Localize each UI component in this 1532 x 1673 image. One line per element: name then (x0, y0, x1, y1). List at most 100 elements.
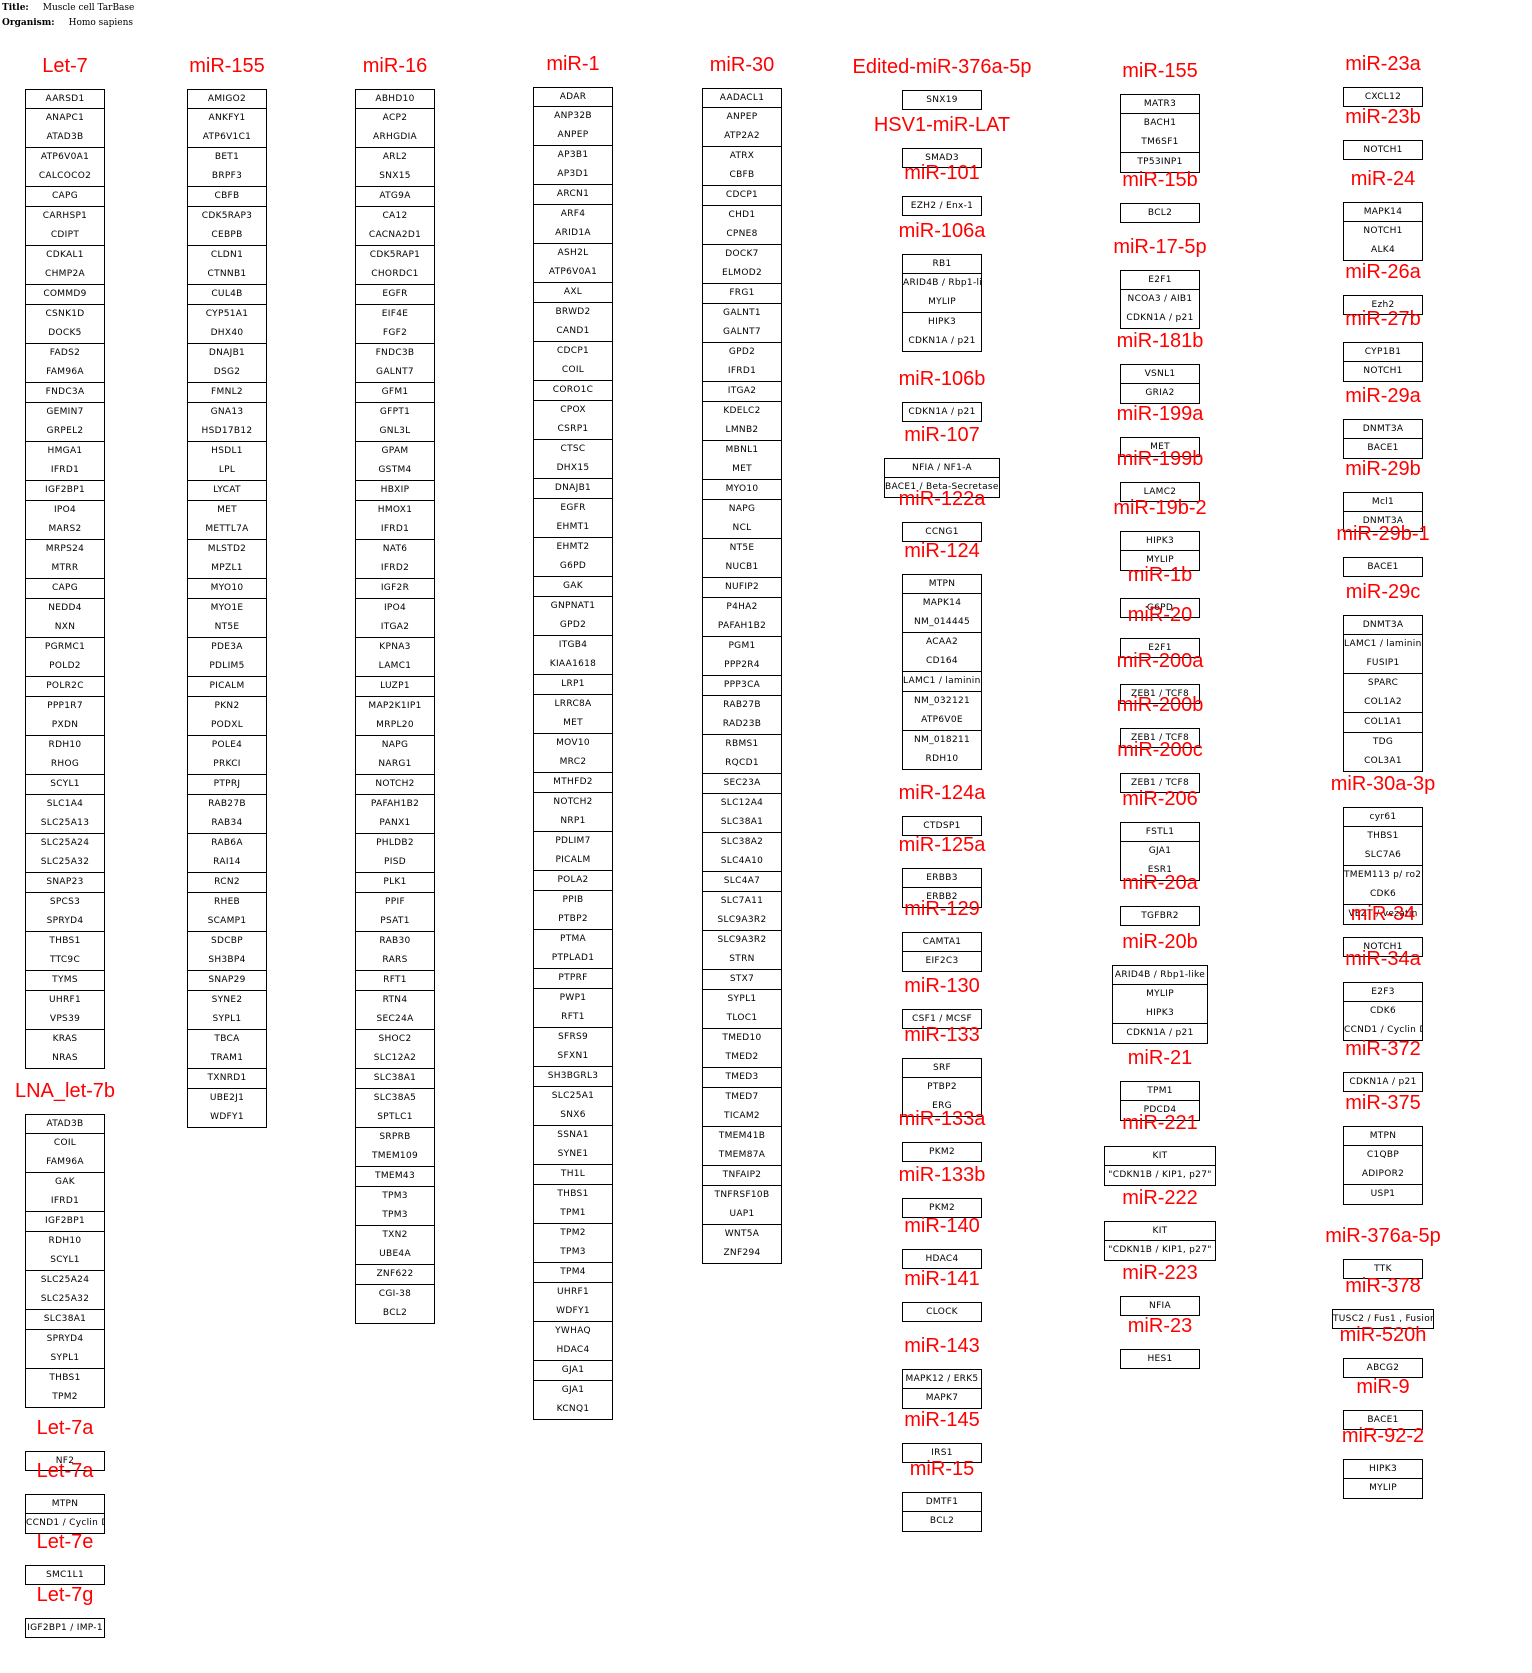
target-gene-box: USP1 (1343, 1184, 1423, 1205)
target-gene-box: ADIPOR2 (1343, 1165, 1423, 1186)
target-gene-box: GJA1 (1120, 841, 1200, 862)
mirna-title-hsv1-mir-lat: HSV1-miR-LAT (873, 114, 1011, 136)
mirna-title-mir-15b: miR-15b (1122, 169, 1198, 191)
target-gene-box: NOTCH2 (533, 792, 613, 813)
target-gene-box: RDH10 (25, 1231, 105, 1252)
target-gene-box: TNFRSF10B (702, 1185, 782, 1206)
target-gene-box: E2F1 (1120, 638, 1200, 658)
target-gene-box: CSRP1 (533, 420, 613, 441)
target-gene-box: HSD17B12 (187, 422, 267, 443)
target-gene-box: IFRD1 (702, 362, 782, 383)
target-gene-box: FNDC3B (355, 343, 435, 364)
target-gene-box: ATAD3B (25, 1114, 105, 1134)
organism-label: Organism: (2, 18, 55, 28)
target-gene-box: DOCK5 (25, 324, 105, 345)
mirna-title-let-7a: Let-7a (36, 1417, 94, 1439)
mirna-title-mir-143: miR-143 (904, 1335, 980, 1357)
target-gene-box: CDK5RAP3 (187, 206, 267, 227)
target-gene-box: GALNT7 (702, 323, 782, 344)
target-gene-box: PTPRJ (187, 775, 267, 795)
target-gene-box: TMED10 (702, 1028, 782, 1049)
target-gene-box: CDK6 (1343, 885, 1423, 906)
target-gene-box: CCND1 / Cyclin D1 (1343, 1021, 1423, 1042)
target-gene-box: SPARC (1343, 673, 1423, 694)
target-gene-box: PPP3CA (702, 676, 782, 696)
target-gene-box: NT5E (187, 618, 267, 639)
target-gene-box: SLC1A4 (25, 794, 105, 815)
target-gene-box: LYCAT (187, 481, 267, 501)
mirna-title-mir-124: miR-124 (904, 540, 980, 562)
target-gene-box: NXN (25, 618, 105, 639)
target-gene-box: GAK (533, 577, 613, 597)
target-gene-box: PAFAH1B2 (355, 794, 435, 815)
target-gene-box: HSDL1 (187, 441, 267, 462)
target-gene-box: MTPN (25, 1494, 105, 1514)
mirna-title-mir-130: miR-130 (904, 975, 980, 997)
mirna-title-mir-30: miR-30 (709, 54, 775, 76)
mirna-title-mir-140: miR-140 (904, 1215, 980, 1237)
target-gene-box: MAPK7 (902, 1388, 982, 1409)
target-gene-box: CHMP2A (25, 265, 105, 286)
target-gene-box: ARHGDIA (355, 128, 435, 149)
mirna-title-mir-20: miR-20 (1127, 604, 1193, 626)
target-gene-box: MBNL1 (702, 440, 782, 461)
target-gene-box: MYLIP (1343, 1478, 1423, 1499)
target-gene-box: TPM3 (355, 1186, 435, 1207)
target-gene-box: SRF (902, 1058, 982, 1078)
target-gene-box: ESR1 (1120, 861, 1200, 882)
target-gene-box: RHEB (187, 892, 267, 913)
target-gene-box: AARSD1 (25, 89, 105, 109)
target-gene-box: CTNNB1 (187, 265, 267, 286)
target-gene-box: TNFAIP2 (702, 1166, 782, 1186)
target-gene-box: RAB30 (355, 931, 435, 952)
target-gene-box: BCL2 (902, 1511, 982, 1532)
target-gene-box: RB1 (902, 254, 982, 274)
target-gene-box: PSAT1 (355, 912, 435, 933)
target-gene-box: EGFR (355, 285, 435, 305)
mirna-title-mir-200a: miR-200a (1116, 650, 1204, 672)
target-gene-box: CDIPT (25, 226, 105, 247)
target-gene-box: SMAD3 (902, 148, 982, 168)
target-gene-box: CALCOCO2 (25, 167, 105, 188)
target-gene-box: PTMA (533, 929, 613, 950)
target-gene-box: LMNB2 (702, 421, 782, 442)
mirna-title-let-7g: Let-7g (36, 1584, 94, 1606)
target-gene-box: ERBB2 (902, 887, 982, 908)
target-gene-box: RFT1 (355, 971, 435, 991)
target-gene-box: IGF2BP1 (25, 1212, 105, 1232)
target-gene-box: ARCN1 (533, 185, 613, 205)
target-gene-box: ANPEP (533, 126, 613, 147)
target-gene-box: MET (187, 500, 267, 521)
target-gene-box: AXL (533, 283, 613, 303)
mirna-title-let-7e: Let-7e (36, 1531, 94, 1553)
target-gene-box: ERG (902, 1097, 982, 1118)
target-gene-box: NEDD4 (25, 598, 105, 619)
target-gene-box: TMEM41B (702, 1126, 782, 1147)
title-label: Title: (2, 3, 29, 13)
target-gene-box: PPP2R4 (702, 656, 782, 677)
target-gene-box: CAMTA1 (902, 932, 982, 952)
mirna-title-lna-let-7b: LNA_let-7b (14, 1080, 116, 1102)
target-gene-box: GNA13 (187, 402, 267, 423)
target-gene-box: ATAD3B (25, 128, 105, 149)
mirna-title-mir-106b: miR-106b (898, 368, 986, 390)
target-gene-box: BRWD2 (533, 302, 613, 323)
target-gene-box: UAP1 (702, 1205, 782, 1226)
target-gene-box: RAB27B (187, 794, 267, 815)
target-gene-box: PISD (355, 853, 435, 874)
target-gene-box: GRIA2 (1120, 383, 1200, 404)
target-gene-box: SSNA1 (533, 1125, 613, 1146)
target-gene-box: DHX15 (533, 459, 613, 480)
target-gene-box: HDAC4 (902, 1249, 982, 1269)
target-gene-box: GPD2 (702, 342, 782, 363)
target-gene-box: SYPL1 (187, 1010, 267, 1031)
target-gene-box: MAPK14 (1343, 202, 1423, 222)
target-gene-box: CORO1C (533, 381, 613, 401)
target-gene-box: CEBPB (187, 226, 267, 247)
target-gene-box: MYLIP (1120, 550, 1200, 571)
target-gene-box: CGI-38 (355, 1284, 435, 1305)
target-gene-box: YWHAQ (533, 1321, 613, 1342)
target-gene-box: NM_014445 (902, 613, 982, 634)
target-gene-box: KCNQ1 (533, 1400, 613, 1421)
